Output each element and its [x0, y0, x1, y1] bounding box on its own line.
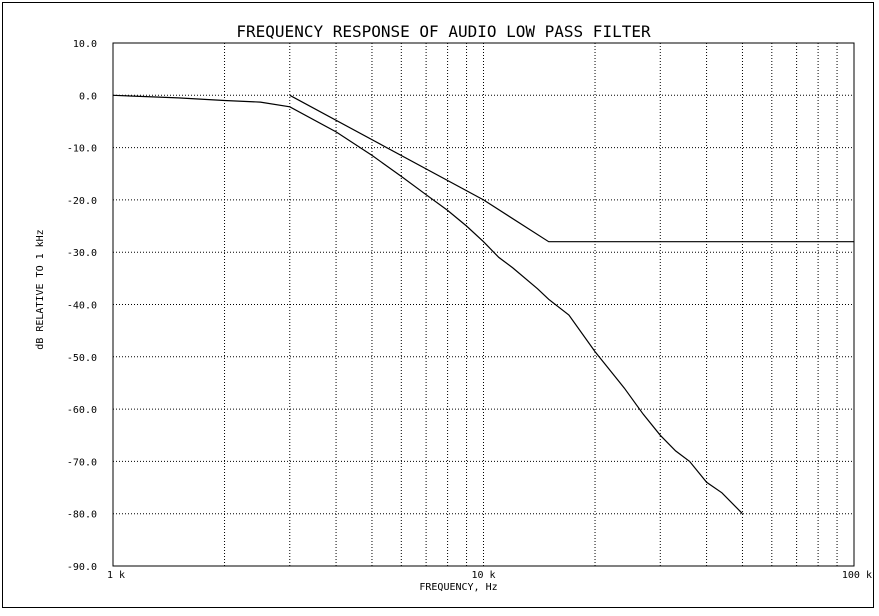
x-axis-label: FREQUENCY, Hz	[419, 582, 497, 593]
x-tick-label: 10 k	[471, 570, 495, 581]
x-tick-label: 1 k	[107, 570, 125, 581]
y-tick-label: -80.0	[67, 510, 97, 521]
chart-svg: 10.0 0.0 -10.0 -20.0 -30.0 -40.0 -50.0 -60.0 -70…	[35, 22, 872, 593]
y-tick-label: -20.0	[67, 196, 97, 207]
y-tick-label: 10.0	[73, 39, 97, 50]
chart-title: FREQUENCY RESPONSE OF AUDIO LOW PASS FIL…	[236, 22, 651, 41]
y-tick-label: -70.0	[67, 457, 97, 468]
x-tick-label: 100 k	[842, 570, 872, 581]
y-tick-label: -90.0	[67, 562, 97, 573]
series-line-1	[289, 94, 854, 243]
y-tick-label: 0.0	[79, 91, 97, 102]
y-tick-label: -40.0	[67, 301, 97, 312]
y-axis-label: dB RELATIVE TO 1 kHz	[35, 229, 46, 349]
series-line-2	[112, 94, 743, 515]
y-tick-label: -10.0	[67, 144, 97, 155]
chart-frame: 10.0 0.0 -10.0 -20.0 -30.0 -40.0 -50.0 -60.0 -70…	[2, 2, 874, 608]
y-tick-label: -30.0	[67, 248, 97, 259]
y-tick-label: -50.0	[67, 353, 97, 364]
y-tick-label: -60.0	[67, 405, 97, 416]
